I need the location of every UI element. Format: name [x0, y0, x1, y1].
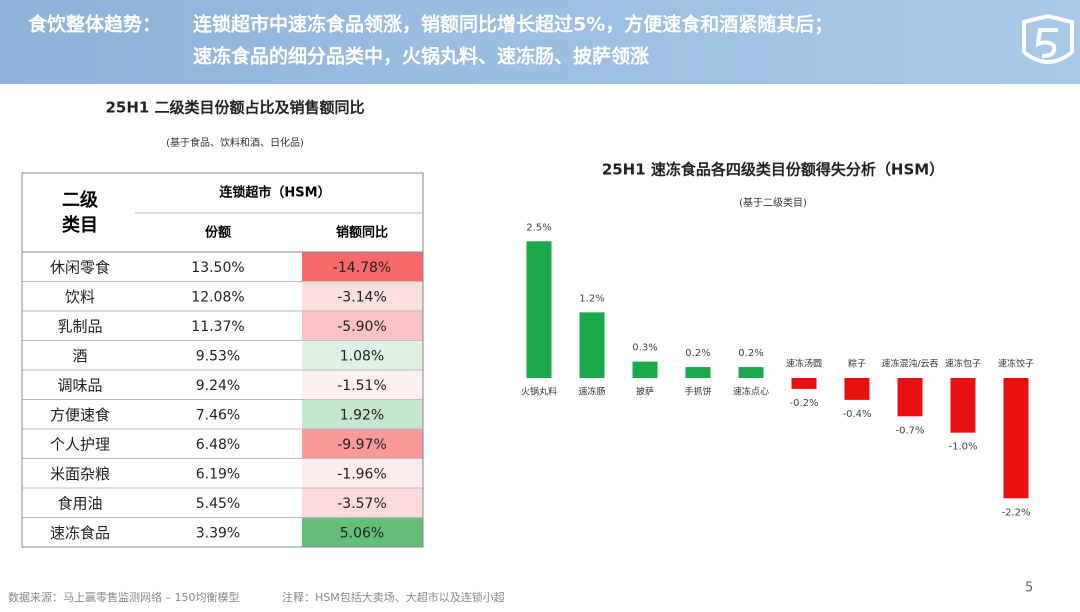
value-label: 0.2% — [738, 348, 763, 359]
bar — [526, 241, 552, 378]
category-label: 速冻饺子 — [998, 358, 1034, 370]
row-label: 饮料 — [65, 288, 95, 306]
row-label: 个人护理 — [50, 435, 110, 453]
value-label: 2.5% — [526, 222, 551, 233]
category-label: 火锅丸料 — [521, 386, 557, 398]
yoy-cell: -3.14% — [337, 289, 387, 305]
bar — [897, 378, 923, 417]
share-cell: 6.19% — [196, 466, 240, 482]
category-label: 速冻点心 — [733, 386, 769, 398]
cell-bg — [302, 340, 423, 370]
row-label: 食用油 — [57, 494, 102, 512]
row-label: 米面杂粮 — [50, 465, 110, 483]
bar — [685, 367, 711, 378]
yoy-cell: 1.08% — [340, 348, 384, 364]
corner-label: 类目 — [62, 214, 98, 236]
cell-bg — [302, 399, 423, 429]
row-label: 酒 — [72, 347, 87, 365]
yoy-cell: -14.78% — [333, 260, 391, 276]
header-label: 食饮整体趋势： — [28, 13, 161, 36]
yoy-cell: -3.57% — [337, 496, 387, 512]
category-label: 速冻肠 — [578, 386, 605, 398]
value-label: 1.2% — [579, 293, 604, 304]
share-cell: 7.46% — [196, 407, 240, 423]
header-line: 速冻食品的细分品类中，火锅丸料、速冻肠、披萨领涨 — [193, 45, 649, 68]
row-label: 方便速食 — [50, 406, 110, 424]
chart-title: 25H1 速冻食品各四级类目份额得失分析（HSM） — [602, 161, 944, 179]
value-label: -0.2% — [789, 398, 818, 409]
bar — [950, 378, 976, 433]
logo — [1022, 13, 1074, 64]
share-cell: 13.50% — [191, 260, 244, 276]
cell-bg — [302, 517, 423, 547]
row-label: 休闲零食 — [50, 258, 110, 276]
cell-bg — [302, 429, 423, 459]
share-cell: 3.39% — [196, 525, 240, 541]
value-label: 0.3% — [632, 343, 657, 354]
yoy-cell: 1.92% — [340, 407, 384, 423]
row-label: 乳制品 — [57, 317, 102, 335]
cell-bg — [302, 281, 423, 311]
cell-bg — [302, 311, 423, 341]
category-label: 速冻汤圆 — [786, 358, 822, 370]
yoy-cell: 5.06% — [340, 525, 384, 541]
value-label: 0.2% — [685, 348, 710, 359]
yoy-cell: -1.96% — [337, 466, 387, 482]
yoy-cell: -5.90% — [337, 319, 387, 335]
table-border — [21, 172, 424, 548]
chart-subtitle: (基于二级类目) — [739, 196, 807, 209]
logo-mark — [1035, 28, 1058, 58]
footer-note: 注释：HSM包括大卖场、大超市以及连锁小超 — [282, 590, 505, 604]
column-header: 份额 — [205, 225, 231, 241]
cell-bg — [302, 252, 423, 282]
share-cell: 5.45% — [196, 496, 240, 512]
cell-bg — [302, 458, 423, 488]
share-cell: 9.24% — [196, 378, 240, 394]
column-header: 销额同比 — [336, 225, 388, 241]
yoy-cell: -1.51% — [337, 378, 387, 394]
table-title: 25H1 二级类目份额占比及销售额同比 — [105, 99, 364, 117]
share-cell: 9.53% — [196, 348, 240, 364]
value-label: -2.2% — [1001, 507, 1030, 518]
category-label: 粽子 — [848, 358, 866, 370]
category-label: 手抓饼 — [684, 386, 711, 398]
bar — [632, 361, 658, 378]
bar — [579, 312, 605, 378]
footer-source: 数据来源：马上赢零售监测网络 – 150均衡模型 — [8, 590, 240, 604]
bar — [1003, 378, 1029, 499]
value-label: -0.4% — [842, 409, 871, 420]
bar — [791, 378, 817, 389]
category-label: 速冻包子 — [945, 358, 981, 370]
cell-bg — [302, 370, 423, 400]
share-cell: 11.37% — [191, 319, 244, 335]
header-line: 连锁超市中速冻食品领涨，销额同比增长超过5%，方便速食和酒紧随其后； — [193, 13, 833, 36]
corner-label: 二级 — [62, 189, 99, 211]
category-label: 速冻混沌/云吞 — [881, 358, 938, 370]
share-cell: 6.48% — [196, 437, 240, 453]
table-subtitle: (基于食品、饮料和酒、日化品) — [166, 136, 304, 149]
bar — [738, 367, 764, 378]
category-label: 披萨 — [636, 386, 654, 398]
row-label: 调味品 — [57, 376, 102, 394]
share-cell: 12.08% — [191, 289, 244, 305]
cell-bg — [302, 488, 423, 518]
bar — [844, 378, 870, 400]
value-label: -0.7% — [895, 425, 924, 436]
page-number: 5 — [1025, 581, 1033, 596]
header-band — [0, 0, 1080, 84]
yoy-cell: -9.97% — [337, 437, 387, 453]
value-label: -1.0% — [948, 442, 977, 453]
group-header: 连锁超市（HSM） — [219, 185, 330, 201]
row-label: 速冻食品 — [50, 524, 110, 542]
